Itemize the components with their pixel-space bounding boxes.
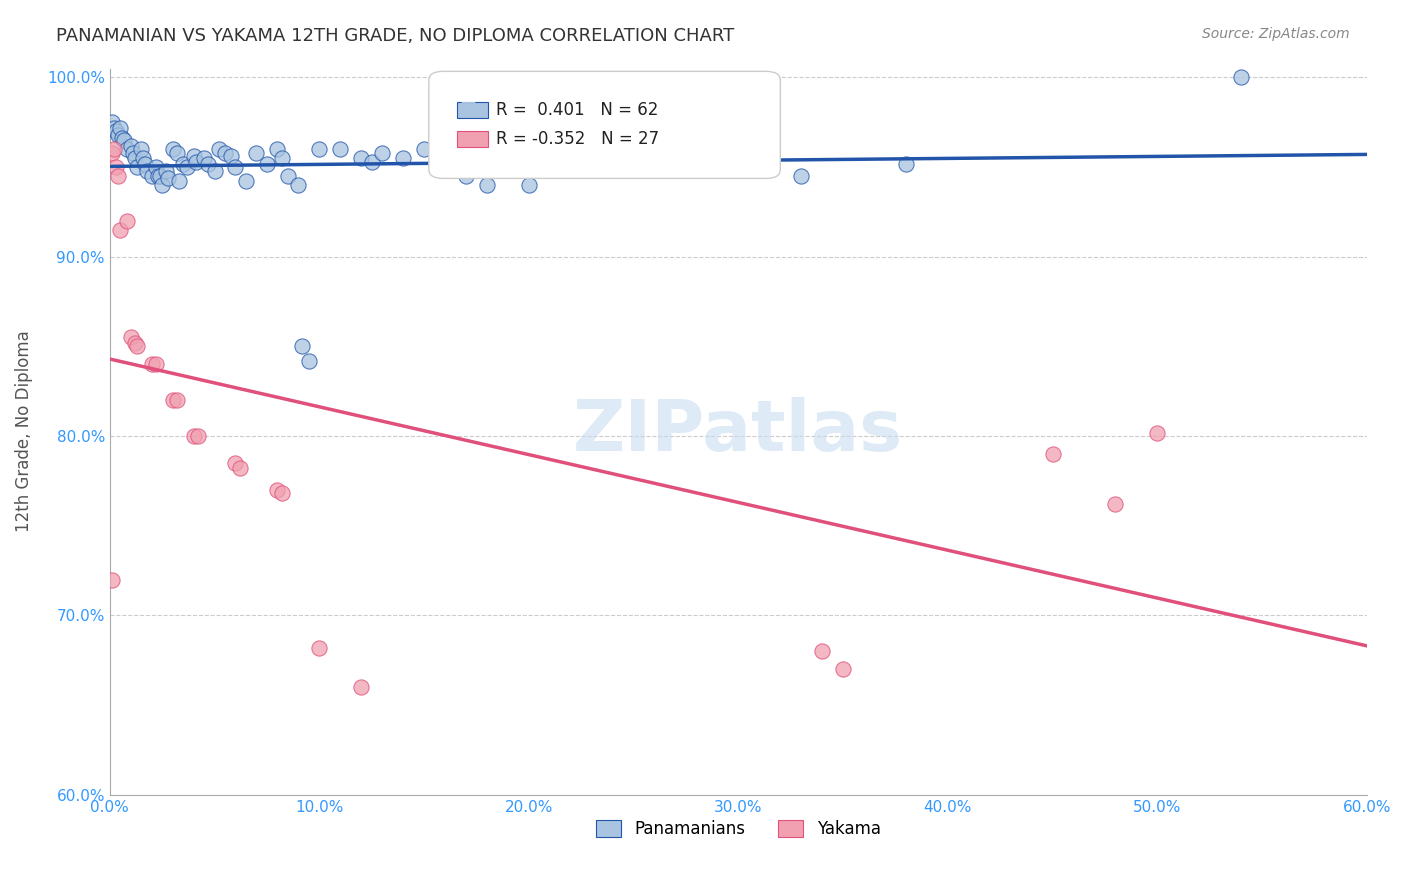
Yakama: [141, 357, 163, 371]
Panamanians: [413, 142, 436, 156]
Panamanians: [105, 124, 128, 138]
Panamanians: [167, 174, 190, 188]
Panamanians: [392, 151, 415, 165]
Panamanians: [134, 156, 156, 170]
Yakama: [1042, 447, 1064, 461]
Yakama: [228, 461, 250, 475]
Panamanians: [197, 156, 219, 170]
Yakama: [125, 339, 148, 353]
Panamanians: [162, 142, 184, 156]
Yakama: [105, 160, 128, 174]
Panamanians: [115, 142, 138, 156]
Panamanians: [894, 156, 917, 170]
Panamanians: [287, 178, 309, 192]
Text: ZIPatlas: ZIPatlas: [574, 397, 903, 467]
Yakama: [832, 662, 855, 676]
Text: R = -0.352   N = 27: R = -0.352 N = 27: [496, 130, 659, 148]
Panamanians: [308, 142, 330, 156]
Yakama: [187, 429, 209, 443]
Panamanians: [277, 169, 299, 183]
Text: Source: ZipAtlas.com: Source: ZipAtlas.com: [1202, 27, 1350, 41]
Yakama: [350, 680, 373, 694]
Yakama: [224, 456, 246, 470]
Yakama: [308, 640, 330, 655]
Yakama: [166, 393, 188, 408]
Panamanians: [371, 145, 394, 160]
Text: R =  0.401   N = 62: R = 0.401 N = 62: [496, 101, 658, 119]
Panamanians: [172, 156, 194, 170]
Yakama: [266, 483, 288, 497]
Panamanians: [193, 151, 215, 165]
Yakama: [101, 573, 124, 587]
Panamanians: [790, 169, 813, 183]
Panamanians: [204, 163, 226, 178]
Panamanians: [125, 160, 148, 174]
Panamanians: [136, 163, 159, 178]
Panamanians: [219, 149, 242, 163]
Text: PANAMANIAN VS YAKAMA 12TH GRADE, NO DIPLOMA CORRELATION CHART: PANAMANIAN VS YAKAMA 12TH GRADE, NO DIPL…: [56, 27, 734, 45]
Text: □: □: [460, 100, 477, 118]
Panamanians: [475, 178, 498, 192]
Legend: Panamanians, Yakama: Panamanians, Yakama: [589, 813, 887, 845]
Panamanians: [157, 170, 180, 185]
Panamanians: [110, 120, 132, 135]
Panamanians: [454, 169, 477, 183]
Panamanians: [176, 160, 198, 174]
Panamanians: [183, 149, 205, 163]
Panamanians: [112, 133, 135, 147]
Yakama: [110, 223, 132, 237]
Panamanians: [141, 169, 163, 183]
Yakama: [162, 393, 184, 408]
Yakama: [183, 429, 205, 443]
Panamanians: [166, 145, 188, 160]
Panamanians: [124, 151, 146, 165]
Panamanians: [103, 120, 125, 135]
Panamanians: [224, 160, 246, 174]
Panamanians: [146, 169, 169, 183]
Panamanians: [111, 131, 134, 145]
Yakama: [1104, 497, 1126, 511]
Panamanians: [132, 151, 155, 165]
Panamanians: [270, 151, 292, 165]
Panamanians: [706, 156, 728, 170]
Panamanians: [266, 142, 288, 156]
Panamanians: [129, 142, 152, 156]
Yakama: [120, 330, 142, 344]
Yakama: [1146, 425, 1168, 440]
Panamanians: [623, 145, 645, 160]
Panamanians: [235, 174, 257, 188]
Panamanians: [121, 145, 143, 160]
Panamanians: [256, 156, 278, 170]
Panamanians: [1230, 70, 1253, 85]
Panamanians: [120, 138, 142, 153]
Yakama: [101, 145, 124, 160]
Y-axis label: 12th Grade, No Diploma: 12th Grade, No Diploma: [15, 331, 32, 533]
Panamanians: [350, 151, 373, 165]
Panamanians: [149, 169, 172, 183]
Panamanians: [517, 178, 540, 192]
Panamanians: [150, 178, 173, 192]
Panamanians: [155, 163, 177, 178]
Yakama: [103, 142, 125, 156]
Panamanians: [329, 142, 352, 156]
Panamanians: [433, 160, 456, 174]
Yakama: [145, 357, 167, 371]
Panamanians: [245, 145, 267, 160]
Panamanians: [208, 142, 231, 156]
Panamanians: [298, 353, 321, 368]
Yakama: [107, 169, 129, 183]
Panamanians: [101, 115, 124, 129]
Panamanians: [360, 154, 382, 169]
Yakama: [115, 214, 138, 228]
Panamanians: [107, 128, 129, 142]
Yakama: [811, 644, 834, 658]
Panamanians: [214, 145, 236, 160]
Panamanians: [184, 154, 207, 169]
Panamanians: [291, 339, 314, 353]
Yakama: [270, 486, 292, 500]
Yakama: [124, 335, 146, 350]
Panamanians: [145, 160, 167, 174]
